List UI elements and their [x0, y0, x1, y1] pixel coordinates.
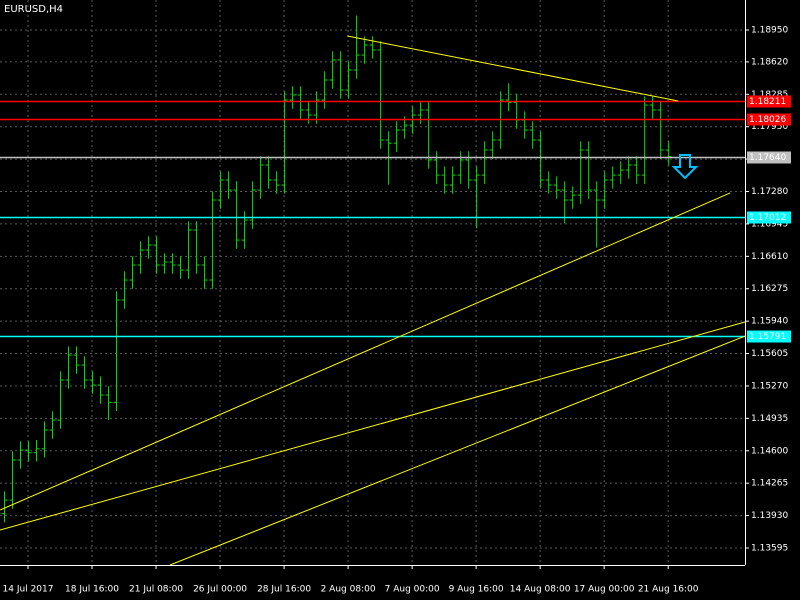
level-label-bg	[747, 151, 791, 164]
x-tick-label: 28 Jul 16:00	[257, 585, 311, 595]
level-label: 1.15791	[749, 332, 786, 342]
y-tick-label: 1.15605	[751, 349, 788, 359]
y-tick-label: 1.14935	[751, 414, 788, 424]
x-tick-label: 2 Aug 08:00	[321, 585, 376, 595]
level-label: 1.17640	[749, 153, 786, 163]
x-tick-label: 14 Aug 08:00	[510, 585, 571, 595]
trendline	[347, 35, 679, 102]
sell-arrow	[671, 154, 699, 180]
x-tick-label: 7 Aug 00:00	[385, 585, 440, 595]
level-label: 1.17012	[749, 213, 786, 223]
y-tick-label: 1.14600	[751, 446, 788, 456]
y-tick-label: 1.13930	[751, 511, 788, 521]
level-label-bg	[747, 330, 791, 343]
level-label-bg	[747, 113, 791, 126]
level-label-bg	[747, 95, 791, 108]
y-tick-label: 1.18620	[751, 57, 788, 67]
x-tick-label: 21 Aug 16:00	[638, 585, 699, 595]
trendline	[169, 335, 745, 565]
y-tick-label: 1.16945	[751, 219, 788, 229]
x-tick-label: 17 Aug 00:00	[574, 585, 635, 595]
y-tick-label: 1.15270	[751, 381, 788, 391]
x-tick-label: 26 Jul 00:00	[193, 585, 247, 595]
x-tick-label: 14 Jul 2017	[3, 585, 54, 595]
grid	[0, 0, 745, 565]
level-label-bg	[747, 211, 791, 224]
level-label: 1.18211	[749, 97, 786, 107]
plot-area	[0, 15, 745, 565]
chart-title: EURUSD,H4	[4, 4, 63, 15]
trendline	[0, 321, 745, 531]
y-tick-label: 1.18950	[751, 25, 788, 35]
y-tick-label: 1.17950	[751, 122, 788, 132]
y-tick-label: 1.18285	[751, 90, 788, 100]
y-tick-label: 1.16275	[751, 284, 788, 294]
y-tick-label: 1.16610	[751, 252, 788, 262]
y-tick-label: 1.13595	[751, 543, 788, 553]
x-tick-label: 9 Aug 16:00	[449, 585, 504, 595]
y-tick-label: 1.17280	[751, 187, 788, 197]
x-tick-label: 21 Jul 08:00	[129, 585, 183, 595]
axes: 1.189501.186201.182851.179501.176151.172…	[3, 25, 791, 595]
x-tick-label: 18 Jul 16:00	[65, 585, 119, 595]
y-tick-label: 1.14265	[751, 479, 788, 489]
trendline	[0, 192, 731, 511]
y-tick-label: 1.15940	[751, 317, 788, 327]
level-label: 1.18026	[749, 115, 786, 125]
